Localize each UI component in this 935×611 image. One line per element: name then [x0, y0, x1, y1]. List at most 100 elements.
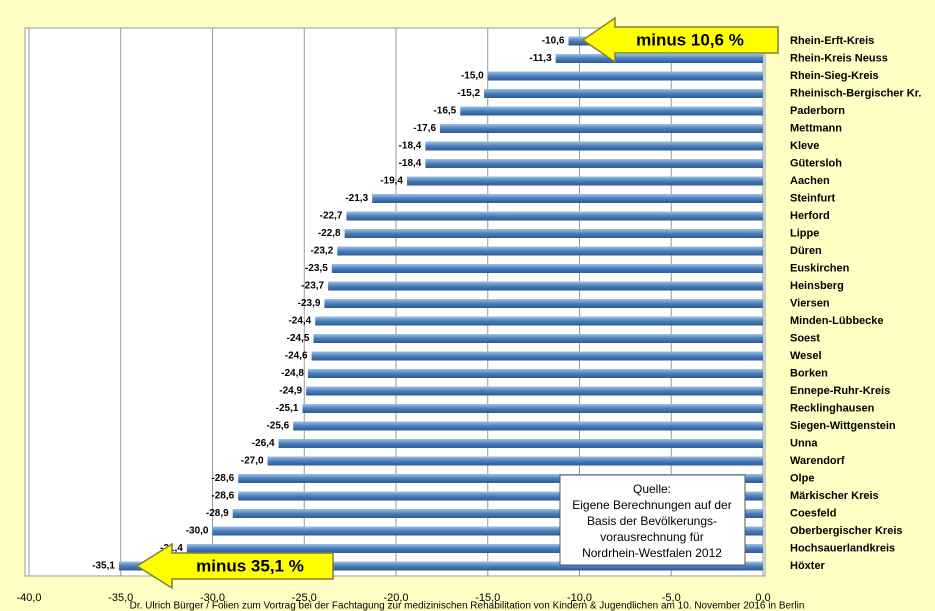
arrow [581, 16, 779, 64]
annotation: minus 35,1 % [196, 556, 304, 575]
value-label: -27,0 [241, 456, 264, 467]
category-label: Aachen [790, 175, 830, 187]
bar [425, 159, 763, 168]
footer: Dr. Ulrich Bürger / Folien zum Vortrag b… [130, 601, 805, 611]
category-label: Kleve [790, 140, 819, 152]
bar [315, 316, 763, 326]
category-label: Warendorf [790, 455, 845, 467]
value-label: -23,2 [310, 246, 333, 257]
annotation: minus 10,6 % [636, 30, 744, 49]
bar [484, 89, 763, 98]
value-label: -28,6 [211, 473, 234, 484]
source-box [559, 474, 746, 566]
x-tick-label: -10,0 [567, 592, 592, 604]
bar [407, 176, 763, 186]
category-label: Coesfeld [790, 507, 836, 519]
bar [440, 124, 763, 133]
value-label: -22,8 [318, 228, 341, 239]
category-label: Rhein-Erft-Kreis [790, 35, 874, 47]
value-label: -15,2 [457, 88, 480, 99]
category-label: Höxter [790, 560, 826, 572]
value-label: -28,9 [206, 508, 229, 519]
bar [232, 509, 763, 518]
bar [302, 404, 763, 413]
source-text: Eigene Berechnungen auf der [572, 498, 731, 512]
category-label: Siegen-Wittgenstein [790, 420, 896, 432]
value-label: -18,4 [399, 158, 422, 169]
bar [118, 561, 764, 571]
category-label: Rhein-Sieg-Kreis [790, 70, 879, 82]
value-label: -22,7 [320, 211, 343, 222]
x-tick-label: -5,0 [662, 592, 681, 604]
value-label: -24,6 [285, 351, 308, 362]
bar [372, 194, 763, 203]
category-label: Unna [790, 437, 818, 449]
category-label: Oberbergischer Kreis [790, 525, 903, 537]
value-label: -24,5 [287, 333, 310, 344]
bar [324, 299, 763, 308]
bar [293, 421, 763, 431]
category-label: Steinfurt [790, 192, 836, 204]
bar [331, 264, 763, 273]
bar [306, 386, 763, 396]
bar [238, 491, 763, 501]
value-label: -35,1 [92, 561, 115, 572]
x-tick-label: -35,0 [108, 592, 133, 604]
bar [311, 351, 763, 361]
bar [328, 281, 763, 291]
category-label: Heinsberg [790, 280, 844, 292]
category-label: Rheinisch-Bergischer Kr. [790, 87, 921, 99]
bar [337, 246, 763, 256]
bar [278, 439, 763, 448]
value-label: -18,4 [399, 141, 422, 152]
bar [313, 334, 763, 343]
category-label: Minden-Lübbecke [790, 315, 884, 327]
value-label: -23,7 [301, 281, 324, 292]
source-text: Basis der Bevölkerungs- [587, 514, 717, 528]
value-label: -17,6 [413, 123, 436, 134]
value-label: -11,3 [529, 53, 552, 64]
value-label: -15,0 [461, 71, 484, 82]
bar [460, 106, 763, 116]
category-label: Recklinghausen [790, 402, 875, 414]
category-label: Gütersloh [790, 157, 842, 169]
bar [487, 71, 763, 81]
x-tick-label: 0,0 [755, 592, 770, 604]
bar [307, 369, 763, 378]
value-label: -25,1 [276, 403, 299, 414]
category-label: Düren [790, 245, 822, 257]
value-label: -24,9 [279, 386, 302, 397]
value-label: -28,6 [211, 491, 234, 502]
category-label: Wesel [790, 350, 822, 362]
value-label: -19,4 [380, 176, 403, 187]
category-label: Soest [790, 332, 820, 344]
x-tick-label: -20,0 [383, 592, 408, 604]
category-label: Borken [790, 367, 828, 379]
value-label: -23,9 [298, 298, 321, 309]
value-label: -16,5 [433, 106, 456, 117]
category-label: Olpe [790, 472, 814, 484]
value-label: -23,5 [305, 263, 328, 274]
category-label: Ennepe-Ruhr-Kreis [790, 385, 890, 397]
category-label: Paderborn [790, 105, 845, 117]
category-label: Viersen [790, 297, 830, 309]
bar [238, 474, 763, 483]
x-tick-label: -25,0 [292, 592, 317, 604]
category-label: Rhein-Kreis Neuss [790, 52, 888, 64]
x-tick-label: -15,0 [475, 592, 500, 604]
category-label: Märkischer Kreis [790, 490, 879, 502]
value-label: -10,6 [542, 36, 565, 47]
x-tick-label: -40,0 [16, 592, 41, 604]
category-label: Euskirchen [790, 262, 850, 274]
bar [186, 544, 763, 553]
category-label: Herford [790, 210, 830, 222]
arrow [135, 542, 334, 590]
value-label: -26,4 [252, 438, 275, 449]
bar [346, 211, 763, 221]
bar [344, 229, 763, 238]
value-label: -24,8 [281, 368, 304, 379]
bar [267, 456, 763, 466]
source-text: Nordrhein-Westfalen 2012 [582, 546, 722, 560]
category-label: Hochsauerlandkreis [790, 542, 895, 554]
